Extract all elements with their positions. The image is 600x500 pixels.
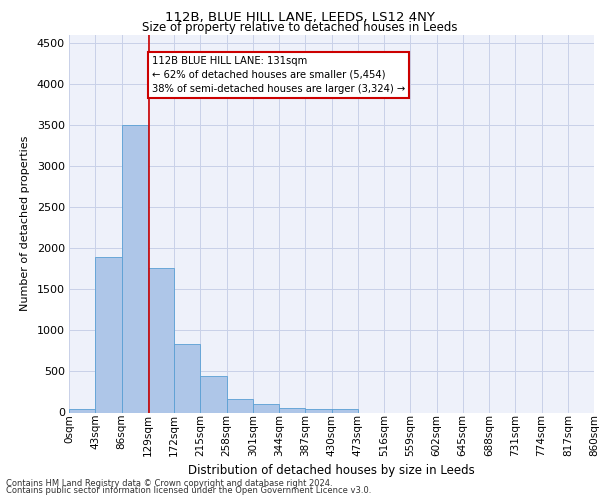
Bar (174, 344, 200, 412)
Text: 112B BLUE HILL LANE: 131sqm
← 62% of detached houses are smaller (5,454)
38% of : 112B BLUE HILL LANE: 131sqm ← 62% of det… (152, 56, 405, 94)
Bar (331, 409, 358, 412)
Bar (200, 376, 227, 412)
Bar (69, 409, 95, 412)
Bar (305, 409, 331, 412)
Text: Contains HM Land Registry data © Crown copyright and database right 2024.: Contains HM Land Registry data © Crown c… (6, 478, 332, 488)
Text: Size of property relative to detached houses in Leeds: Size of property relative to detached ho… (142, 21, 458, 34)
Text: 112B, BLUE HILL LANE, LEEDS, LS12 4NY: 112B, BLUE HILL LANE, LEEDS, LS12 4NY (165, 11, 435, 24)
Bar (95, 256, 121, 412)
Bar (121, 126, 148, 412)
X-axis label: Distribution of detached houses by size in Leeds: Distribution of detached houses by size … (188, 464, 475, 477)
Y-axis label: Number of detached properties: Number of detached properties (20, 136, 30, 312)
Text: Contains public sector information licensed under the Open Government Licence v3: Contains public sector information licen… (6, 486, 371, 495)
Bar (253, 404, 279, 412)
Bar (279, 408, 305, 412)
Bar (227, 398, 253, 412)
Bar (148, 268, 174, 412)
